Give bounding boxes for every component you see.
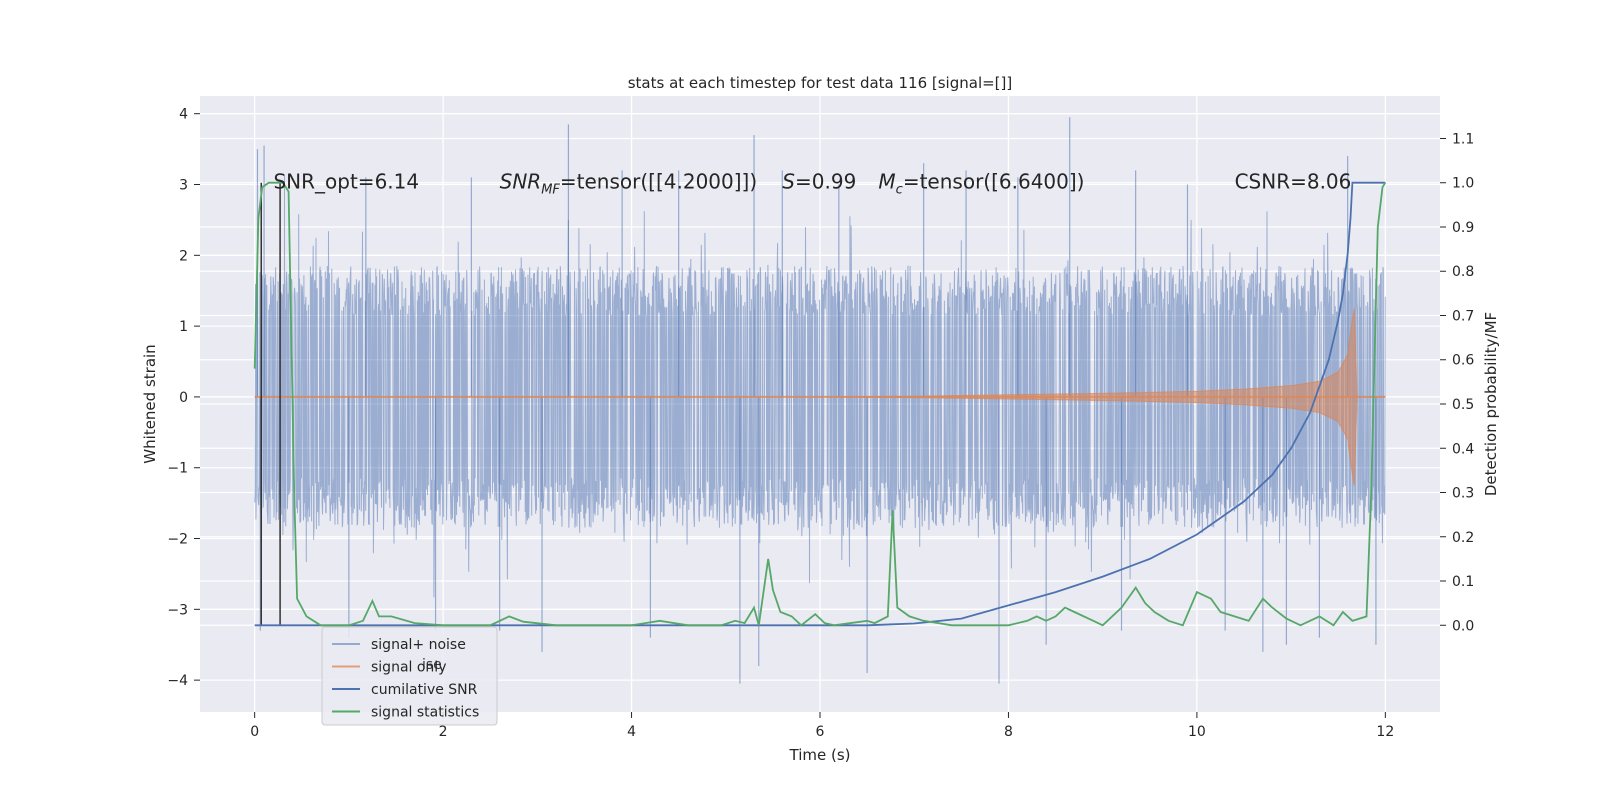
- cumulative-snr-line: [254, 181, 1386, 627]
- legend-ghost-text: ise: [422, 657, 442, 673]
- y2-tick-label: 0.6: [1452, 353, 1474, 369]
- y2-tick-label: 1.0: [1452, 176, 1474, 192]
- y-tick-label: −4: [167, 673, 188, 689]
- annotation-main: CSNR=8.06: [1235, 170, 1352, 194]
- annotation-4: CSNR=8.06: [1235, 170, 1352, 194]
- annotation-rest: =tensor([[4.2000]]): [560, 170, 757, 194]
- annotation-rest: =0.99: [795, 170, 856, 194]
- y-tick-label: −3: [167, 602, 188, 618]
- x-tick-label: 2: [439, 724, 448, 740]
- annotation-subscript: c: [896, 183, 903, 198]
- x-tick-label: 4: [627, 724, 636, 740]
- legend: ise signal+ noise signal only cumilative SN…: [321, 626, 498, 726]
- signal-statistics-line: [253, 181, 1387, 627]
- legend-entry-1: signal only: [371, 660, 446, 676]
- annotation-0: SNR_opt=6.14: [273, 170, 419, 194]
- y-tick-label: −2: [167, 532, 188, 548]
- y-axis-ticks: −4 −3 −2 −1 0 1 2 3 4: [167, 107, 200, 689]
- legend-entry-3: signal statistics: [371, 705, 479, 721]
- annotation-1: SNRMF=tensor([[4.2000]]): [500, 170, 758, 198]
- y2-tick-label: 0.9: [1452, 220, 1474, 236]
- annotation-2: S=0.99: [782, 170, 856, 194]
- y2-axis-label: Detection probability/MF: [1482, 312, 1500, 496]
- y2-tick-label: 0.8: [1452, 264, 1474, 280]
- y-tick-label: 3: [179, 178, 188, 194]
- annotation-main: S: [782, 170, 795, 194]
- x-axis-label: Time (s): [789, 746, 851, 764]
- annotation-main: SNR_opt=6.14: [273, 170, 419, 194]
- annotation-3: Mc=tensor([6.6400]): [878, 170, 1084, 198]
- y2-tick-label: 0.7: [1452, 308, 1474, 324]
- y2-tick-label: 1.1: [1452, 131, 1474, 147]
- y2-tick-label: 0.4: [1452, 441, 1474, 457]
- y-tick-label: 0: [179, 390, 188, 406]
- y2-tick-label: 0.5: [1452, 397, 1474, 413]
- annotation-main: M: [878, 170, 895, 194]
- annotation-main: SNR: [500, 170, 542, 194]
- legend-entry-0: signal+ noise: [371, 637, 466, 653]
- chart-title: stats at each timestep for test data 116…: [628, 74, 1013, 92]
- x-axis-ticks: 0 2 4 6 8 10 12: [250, 712, 1394, 740]
- signal-noise-trace: [254, 174, 1386, 598]
- x-tick-label: 8: [1004, 724, 1013, 740]
- y2-tick-label: 0.1: [1452, 574, 1474, 590]
- x-tick-label: 6: [816, 724, 825, 740]
- y-axis-label: Whitened strain: [141, 344, 159, 463]
- series-layer: [253, 117, 1387, 684]
- y-tick-label: 4: [179, 107, 188, 123]
- annotation-subscript: MF: [541, 183, 560, 198]
- x-tick-label: 0: [250, 724, 259, 740]
- y2-axis-ticks: 0.0 0.1 0.2 0.3 0.4 0.5 0.6 0.7 0.8 0.9 1.0 1.1: [1440, 131, 1474, 634]
- y2-tick-label: 0.3: [1452, 486, 1474, 502]
- y2-tick-label: 0.0: [1452, 618, 1474, 634]
- y2-tick-label: 0.2: [1452, 530, 1474, 546]
- x-tick-label: 12: [1376, 724, 1394, 740]
- y-tick-label: 2: [179, 248, 188, 264]
- annotations: SNR_opt=6.14 SNRMF=tensor([[4.2000]]) S=0.…: [273, 170, 1351, 198]
- y-tick-label: 1: [179, 319, 188, 335]
- legend-entry-2: cumilative SNR: [371, 682, 478, 698]
- legend-box: [321, 626, 498, 726]
- annotation-rest: =tensor([6.6400]): [903, 170, 1085, 194]
- y-tick-label: −1: [167, 461, 188, 477]
- x-tick-label: 10: [1188, 724, 1206, 740]
